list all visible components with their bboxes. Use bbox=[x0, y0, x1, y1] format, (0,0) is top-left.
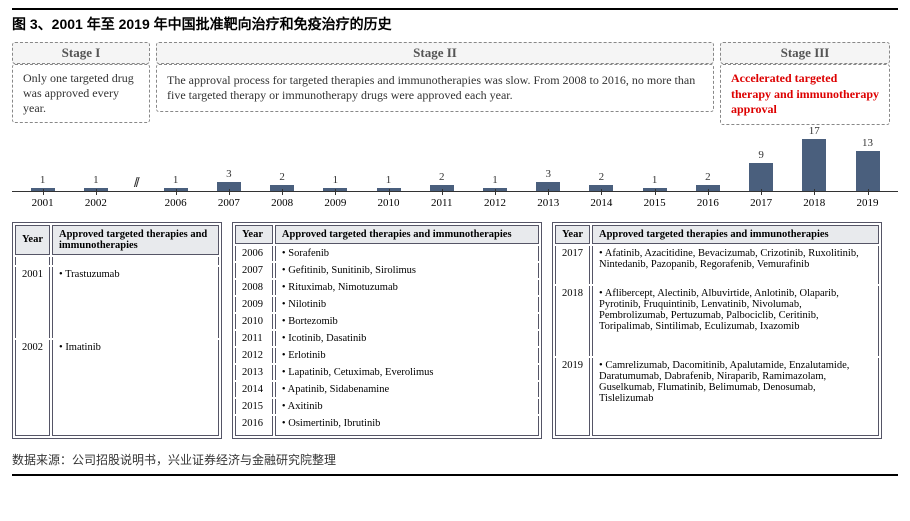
table-row: 2008Rituximab, Nimotuzumab bbox=[235, 280, 539, 295]
year-2013: 2013 bbox=[522, 192, 575, 211]
table-row: 2014Apatinib, Sidabenamine bbox=[235, 382, 539, 397]
stage-2: Stage II The approval process for target… bbox=[156, 42, 714, 125]
table-row: 2007Gefitinib, Sunitinib, Sirolimus bbox=[235, 263, 539, 278]
col-drug: Approved targeted therapies and immunoth… bbox=[275, 225, 539, 244]
table-row: 2010Bortezomib bbox=[235, 314, 539, 329]
bar-chart: 111321121321291713 20012002//20062007200… bbox=[12, 131, 898, 216]
year-2019: 2019 bbox=[841, 192, 894, 211]
col-year: Year bbox=[555, 225, 590, 244]
bar-2007: 3 bbox=[202, 168, 255, 191]
year-2015: 2015 bbox=[628, 192, 681, 211]
stage-3: Stage III Accelerated targeted therapy a… bbox=[720, 42, 890, 125]
year-2012: 2012 bbox=[468, 192, 521, 211]
table-row: 2018Aflibercept, Alectinib, Albuvirtide,… bbox=[555, 286, 879, 356]
table-stage3: YearApproved targeted therapies and immu… bbox=[552, 222, 882, 439]
year-2008: 2008 bbox=[255, 192, 308, 211]
table-row: 2009Nilotinib bbox=[235, 297, 539, 312]
table-row: 2013Lapatinib, Cetuximab, Everolimus bbox=[235, 365, 539, 380]
stage-3-head: Stage III bbox=[720, 42, 890, 64]
bar-2016: 2 bbox=[681, 171, 734, 191]
figure-title: 图 3、2001 年至 2019 年中国批准靶向治疗和免疫治疗的历史 bbox=[12, 8, 898, 34]
table-row: 2015Axitinib bbox=[235, 399, 539, 414]
bar-2008: 2 bbox=[255, 171, 308, 191]
bar-2014: 2 bbox=[575, 171, 628, 191]
year-2011: 2011 bbox=[415, 192, 468, 211]
stage-2-text: The approval process for targeted therap… bbox=[156, 64, 714, 112]
year-2001: 2001 bbox=[16, 192, 69, 211]
bar-2013: 3 bbox=[522, 168, 575, 191]
table-row: 2002Imatinib bbox=[15, 340, 219, 435]
bar-2019: 13 bbox=[841, 137, 894, 191]
detail-tables: YearApproved targeted therapies and immu… bbox=[12, 222, 898, 439]
table-row: 2016Osimertinib, Ibrutinib bbox=[235, 416, 539, 436]
bar-2017: 9 bbox=[734, 149, 787, 191]
year-2014: 2014 bbox=[575, 192, 628, 211]
stage-3-text: Accelerated targeted therapy and immunot… bbox=[720, 64, 890, 125]
stage-1: Stage I Only one targeted drug was appro… bbox=[12, 42, 150, 125]
bar-2018: 17 bbox=[788, 125, 841, 191]
stage-row: Stage I Only one targeted drug was appro… bbox=[12, 42, 898, 125]
col-drug: Approved targeted therapies and immunoth… bbox=[52, 225, 219, 255]
year-2009: 2009 bbox=[309, 192, 362, 211]
stage-2-head: Stage II bbox=[156, 42, 714, 64]
stage-1-head: Stage I bbox=[12, 42, 150, 64]
table-row: 2017Afatinib, Azacitidine, Bevacizumab, … bbox=[555, 246, 879, 284]
year-2017: 2017 bbox=[734, 192, 787, 211]
table-row: 2011Icotinib, Dasatinib bbox=[235, 331, 539, 346]
table-row: 2006Sorafenib bbox=[235, 246, 539, 261]
year-2018: 2018 bbox=[788, 192, 841, 211]
col-year: Year bbox=[235, 225, 273, 244]
year-2006: 2006 bbox=[149, 192, 202, 211]
year-2007: 2007 bbox=[202, 192, 255, 211]
data-source: 数据来源：公司招股说明书，兴业证券经济与金融研究院整理 bbox=[12, 447, 898, 476]
table-row: 2001Trastuzumab bbox=[15, 267, 219, 339]
table-stage1: YearApproved targeted therapies and immu… bbox=[12, 222, 222, 439]
bar-2011: 2 bbox=[415, 171, 468, 191]
table-row: 2012Erlotinib bbox=[235, 348, 539, 363]
table-stage2: YearApproved targeted therapies and immu… bbox=[232, 222, 542, 439]
year-2010: 2010 bbox=[362, 192, 415, 211]
stage-1-text: Only one targeted drug was approved ever… bbox=[12, 64, 150, 123]
col-drug: Approved targeted therapies and immunoth… bbox=[592, 225, 879, 244]
year-2016: 2016 bbox=[681, 192, 734, 211]
col-year: Year bbox=[15, 225, 50, 255]
table-row: 2019Camrelizumab, Dacomitinib, Apalutami… bbox=[555, 358, 879, 436]
year-2002: 2002 bbox=[69, 192, 122, 211]
